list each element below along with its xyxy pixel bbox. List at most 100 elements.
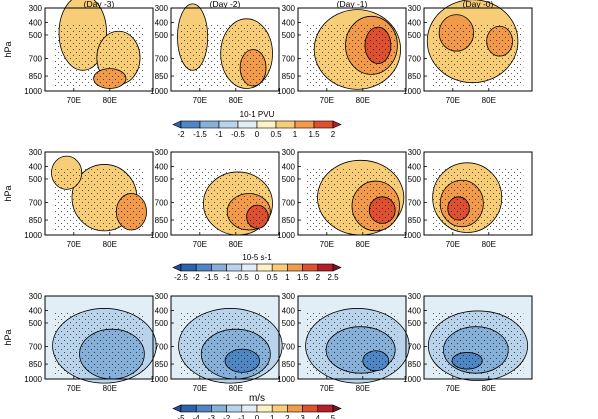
y-tick-label: 700 xyxy=(29,199,43,208)
colorbar-segment xyxy=(172,404,182,413)
colorbar-tick-label: -1 xyxy=(238,414,246,419)
colorbar-segment xyxy=(241,404,258,413)
stippling xyxy=(53,168,145,232)
panel-frame xyxy=(170,295,280,380)
y-tick-label: 1000 xyxy=(24,231,42,240)
colorbar-tick-label: -0.5 xyxy=(231,130,245,139)
colorbar-tick-label: 1 xyxy=(270,414,275,419)
x-tick-label: 80E xyxy=(482,96,496,105)
colorbar-tick-label: 2 xyxy=(331,130,336,139)
y-tick-label: 300 xyxy=(282,148,296,157)
y-tick-label: 700 xyxy=(408,343,422,352)
colorbar-segment xyxy=(211,263,227,272)
y-tick-label: 700 xyxy=(282,55,296,64)
stippling xyxy=(432,168,524,232)
colorbar-tick-label: 0 xyxy=(255,130,260,139)
panel-frame xyxy=(44,295,154,380)
colorbar-tick-label: -1.5 xyxy=(193,130,207,139)
y-tick-label: 850 xyxy=(155,72,169,81)
colorbar-segment xyxy=(256,120,277,129)
y-tick-label: 700 xyxy=(155,343,169,352)
panel-frame xyxy=(44,151,154,236)
y-tick-label: 400 xyxy=(29,19,43,28)
colorbar-unit-label: 10-5 s-1 xyxy=(242,253,272,262)
x-tick-label: 70E xyxy=(67,96,81,105)
y-tick-label: 850 xyxy=(282,216,296,225)
colorbar-segment xyxy=(180,120,201,129)
y-tick-label: 400 xyxy=(29,163,43,172)
colorbar-segment xyxy=(199,120,220,129)
y-tick-label: 300 xyxy=(29,292,43,301)
y-tick-label: 700 xyxy=(282,343,296,352)
panel-frame xyxy=(423,151,533,236)
colorbar-unit-label: m/s xyxy=(249,393,265,404)
x-tick-label: 80E xyxy=(229,96,243,105)
colorbar-tick-label: 0.5 xyxy=(270,130,282,139)
colorbar-segment xyxy=(256,263,273,272)
panel-frame xyxy=(44,7,154,92)
colorbar-tick-label: -0.5 xyxy=(235,273,249,282)
panel: (Day -1) 300 400 500 700 850 1000 70E 80E xyxy=(277,0,407,105)
stippling xyxy=(306,168,398,232)
y-tick-label: 850 xyxy=(29,360,43,369)
colorbar-tick-label: 1 xyxy=(285,273,290,282)
colorbar-segment xyxy=(211,404,227,413)
colorbar-tick-label: 2 xyxy=(285,414,290,419)
y-tick-label: 1000 xyxy=(150,87,168,96)
y-tick-label: 850 xyxy=(408,360,422,369)
x-tick-label: 80E xyxy=(229,384,243,393)
colorbar-tick-label: 4 xyxy=(316,414,321,419)
colorbar-segment xyxy=(332,404,342,413)
panel-frame xyxy=(297,7,407,92)
y-tick-label: 1000 xyxy=(24,375,42,384)
colorbar-tick-label: 5 xyxy=(331,414,336,419)
colorbar-tick-label: 0.5 xyxy=(267,273,279,282)
x-tick-label: 70E xyxy=(67,384,81,393)
panel: 300 400 500 700 850 1000 70E 80E xyxy=(150,292,283,393)
stippling xyxy=(179,312,271,376)
y-tick-label: 1000 xyxy=(150,231,168,240)
colorbar-tick-label: -1.5 xyxy=(205,273,219,282)
colorbar-tick-label: -2 xyxy=(223,414,231,419)
y-tick-label: 300 xyxy=(282,292,296,301)
panel: 300 400 500 700 850 1000 70E 80E xyxy=(277,148,407,249)
y-tick-label: 700 xyxy=(408,199,422,208)
y-tick-label: 300 xyxy=(155,4,169,13)
y-tick-label: 850 xyxy=(29,216,43,225)
x-tick-label: 70E xyxy=(193,384,207,393)
y-tick-label: 400 xyxy=(282,19,296,28)
y-tick-label: 850 xyxy=(155,360,169,369)
colorbar-tick-label: 0 xyxy=(255,273,260,282)
colorbar: 10-5 s-1 -2.5 -2 -1.5 -1 -0.5 0 0.5 1 1.5 2 2.5 xyxy=(172,253,342,282)
y-tick-label: 1000 xyxy=(277,375,295,384)
y-tick-label: 1000 xyxy=(277,87,295,96)
x-tick-label: 70E xyxy=(67,240,81,249)
stippling xyxy=(432,24,524,88)
panel: 300 400 500 700 850 1000 70E 80E xyxy=(403,148,533,249)
colorbar-segment xyxy=(302,263,319,272)
colorbar-segment xyxy=(271,263,288,272)
colorbar-tick-label: -1 xyxy=(215,130,223,139)
panel: (Day -2) 300 400 500 700 850 1000 70E 80E xyxy=(150,0,280,105)
colorbar-segment xyxy=(294,120,315,129)
colorbar-tick-label: 2.5 xyxy=(327,273,339,282)
colorbar-segment xyxy=(237,120,258,129)
column-title: (Day -0) xyxy=(463,0,494,9)
colorbar-tick-label: -4 xyxy=(193,414,201,419)
x-tick-label: 70E xyxy=(320,384,334,393)
x-tick-label: 70E xyxy=(446,384,460,393)
x-tick-label: 80E xyxy=(356,96,370,105)
y-tick-label: 850 xyxy=(408,216,422,225)
panel-frame xyxy=(170,7,280,92)
colorbar-tick-label: 1.5 xyxy=(308,130,320,139)
panel: 300 400 500 700 850 1000 70E 80E xyxy=(150,148,280,249)
colorbar-segment xyxy=(332,263,342,272)
stippling xyxy=(432,312,524,376)
y-tick-label: 1000 xyxy=(24,87,42,96)
y-tick-label: 500 xyxy=(408,319,422,328)
x-tick-label: 70E xyxy=(446,96,460,105)
colorbar-segment xyxy=(287,263,303,272)
column-title: (Day -2) xyxy=(210,0,241,9)
x-tick-label: 80E xyxy=(103,384,117,393)
x-tick-label: 70E xyxy=(446,240,460,249)
